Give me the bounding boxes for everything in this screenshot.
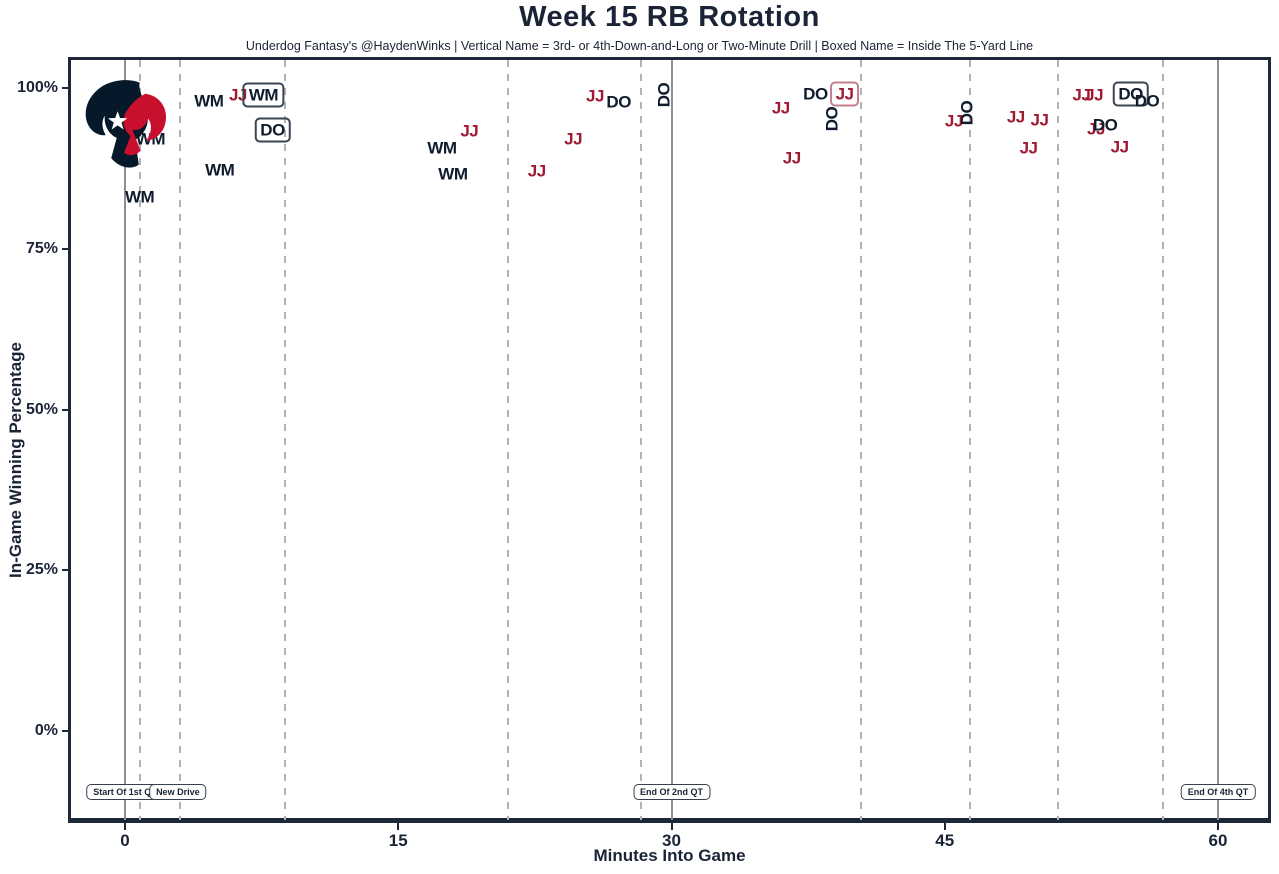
player-label: JJ [527, 161, 546, 181]
y-tick-label: 25% [25, 561, 58, 579]
quarter-line [124, 60, 126, 820]
player-label: WM [427, 138, 457, 158]
player-label: JJ [1030, 110, 1049, 130]
player-label: JJ [1072, 85, 1091, 105]
y-tick-label: 100% [17, 79, 58, 96]
quarter-line [1217, 60, 1220, 820]
y-tick-mark [62, 408, 68, 411]
player-label: WM [438, 164, 468, 184]
y-tick-label: 0% [34, 722, 58, 739]
houston-texans-logo [85, 80, 167, 168]
player-label: WM [205, 160, 235, 180]
drive-line [178, 60, 181, 820]
quarter-line [670, 60, 673, 820]
player-label: DO [822, 106, 842, 132]
logo-red-horn [123, 93, 167, 156]
player-label: JJ [782, 148, 801, 168]
player-label: DO [957, 100, 977, 126]
quarter-tag: New Drive [149, 784, 207, 800]
player-label: JJ [1006, 107, 1025, 127]
quarter-tag: End Of 2nd QT [633, 784, 710, 800]
drive-line [859, 60, 862, 820]
player-label: DO [1092, 115, 1118, 135]
x-tick-mark [943, 823, 946, 830]
chart-subtitle: Underdog Fantasy's @HaydenWinks | Vertic… [245, 39, 1034, 53]
player-label: DO [1112, 81, 1149, 107]
player-label: JJ [1110, 137, 1129, 157]
player-label: JJ [460, 121, 479, 141]
player-label: JJ [1019, 138, 1038, 158]
player-label: JJ [1086, 119, 1105, 139]
chart-title: Week 15 RB Rotation [519, 1, 820, 33]
logo-star [107, 111, 128, 130]
x-tick-mark [670, 823, 673, 830]
y-tick-mark [62, 730, 68, 732]
y-tick-label: 75% [25, 239, 58, 257]
x-tick-label: 0 [120, 831, 130, 850]
drive-line [138, 60, 141, 820]
drive-line [639, 60, 642, 820]
x-tick-label: 45 [935, 831, 955, 850]
drive-line [1162, 60, 1165, 820]
player-label: DO [654, 82, 674, 108]
y-tick-label: 50% [25, 400, 58, 418]
quarter-tag: End Of 4th QT [1180, 784, 1256, 800]
drive-line [1056, 60, 1059, 820]
x-tick-mark [124, 823, 126, 830]
player-label: WM [124, 187, 155, 207]
player-label: JJ [771, 98, 790, 118]
x-axis-label: Minutes Into Game [593, 846, 746, 865]
player-label: DO [254, 117, 291, 143]
player-label: JJ [586, 86, 604, 106]
x-tick-mark [397, 823, 400, 830]
player-label: DO [803, 84, 828, 104]
y-axis-label: In-Game Winning Percentage [6, 342, 25, 578]
y-tick-mark [62, 87, 68, 89]
player-label: JJ [564, 129, 583, 149]
y-tick-mark [62, 569, 68, 572]
player-label: WM [242, 82, 285, 108]
player-label: DO [1134, 91, 1160, 111]
x-tick-label: 15 [388, 831, 408, 850]
player-label: JJ [1085, 85, 1104, 105]
quarter-tag: Start Of 1st QT [86, 784, 164, 800]
player-label: DO [606, 92, 631, 112]
y-tick-mark [62, 247, 68, 250]
drive-line [969, 60, 972, 820]
x-tick-label: 30 [662, 831, 681, 850]
drive-line [284, 60, 287, 820]
x-tick-label: 60 [1208, 831, 1228, 850]
player-label: JJ [944, 111, 963, 131]
x-tick-mark [1217, 823, 1220, 830]
plot-area [68, 57, 1271, 823]
player-label: JJ [228, 85, 247, 105]
player-label: WM [194, 91, 224, 111]
drive-line [506, 60, 509, 820]
player-label: JJ [829, 81, 860, 107]
